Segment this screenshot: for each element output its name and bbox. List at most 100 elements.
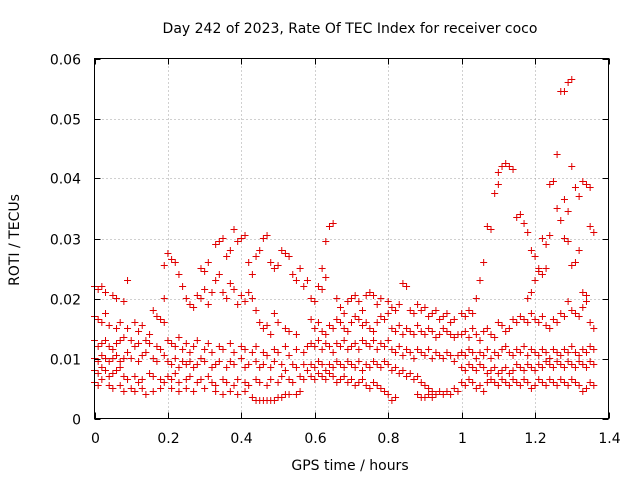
data-point: [351, 292, 359, 299]
data-point: [370, 358, 378, 365]
data-point: [285, 376, 293, 383]
data-point: [505, 325, 513, 332]
data-point: [509, 166, 517, 173]
data-point: [300, 361, 308, 368]
data-point: [568, 361, 576, 368]
data-point: [392, 394, 400, 401]
data-point: [458, 379, 466, 386]
data-point: [487, 376, 495, 383]
data-point: [447, 391, 455, 398]
data-point: [461, 328, 469, 335]
data-point: [348, 295, 355, 302]
data-point: [314, 370, 322, 377]
data-point: [406, 328, 414, 335]
data-point: [223, 295, 231, 302]
data-point: [480, 328, 488, 335]
data-point: [285, 253, 293, 260]
data-point: [204, 301, 212, 308]
data-point: [230, 349, 238, 356]
data-point: [215, 271, 223, 278]
data-point: [384, 391, 392, 398]
data-point: [560, 346, 568, 353]
data-point: [241, 346, 249, 353]
data-point: [579, 346, 587, 353]
data-point: [329, 373, 337, 380]
data-point: [252, 253, 260, 260]
data-point: [579, 304, 587, 311]
data-point: [120, 334, 128, 341]
data-point: [425, 385, 433, 392]
data-point: [292, 364, 300, 371]
data-point: [171, 370, 179, 377]
data-point: [292, 331, 300, 338]
data-point: [362, 361, 370, 368]
data-point: [403, 325, 411, 332]
data-point: [469, 349, 477, 356]
data-point: [131, 373, 139, 380]
data-point: [421, 382, 429, 389]
data-point: [461, 382, 469, 389]
data-point: [314, 283, 322, 290]
x-tick-label: 0: [91, 431, 100, 447]
data-point: [520, 376, 528, 383]
data-point: [322, 376, 330, 383]
data-point: [270, 346, 278, 353]
data-point: [212, 382, 220, 389]
data-point: [248, 349, 256, 356]
data-point: [487, 331, 495, 338]
data-point: [325, 322, 333, 329]
data-point: [230, 361, 238, 368]
data-point: [149, 388, 157, 395]
data-point: [487, 367, 495, 374]
data-point: [436, 352, 444, 359]
data-point: [171, 355, 179, 362]
data-point: [524, 352, 532, 359]
data-point: [476, 361, 484, 368]
data-point: [531, 316, 539, 323]
data-point: [505, 370, 513, 377]
data-point: [98, 376, 106, 383]
data-point: [432, 307, 440, 314]
data-point: [498, 367, 506, 374]
data-point: [388, 304, 396, 311]
data-point: [461, 367, 469, 374]
data-point: [113, 325, 121, 332]
data-point: [318, 346, 326, 353]
data-point: [590, 325, 598, 332]
data-point: [138, 322, 146, 329]
data-point: [98, 364, 106, 371]
data-point: [516, 211, 524, 218]
data-point: [370, 379, 378, 386]
y-axis: 0 0.01 0.02 0.03 0.04 0.05 0.06: [50, 53, 609, 429]
data-point: [267, 364, 275, 371]
data-point: [344, 346, 352, 353]
data-point: [417, 307, 425, 314]
data-point: [483, 346, 491, 353]
data-point: [307, 316, 315, 323]
plot-frame: [94, 58, 609, 419]
data-point: [513, 214, 521, 221]
data-point: [546, 325, 554, 332]
data-point: [259, 325, 267, 332]
data-point: [116, 358, 124, 365]
data-point: [98, 352, 106, 359]
data-point: [586, 358, 594, 365]
data-point: [410, 355, 418, 362]
data-point: [138, 352, 146, 359]
x-axis: 0 0.2 0.4 0.6 0.8 1 1.2 1.4: [91, 58, 621, 447]
data-point: [513, 346, 521, 353]
data-point: [116, 337, 124, 344]
data-point: [109, 355, 117, 362]
data-point: [296, 388, 304, 395]
data-point: [311, 343, 319, 350]
y-tick-label: 0.01: [50, 353, 81, 369]
data-point: [527, 364, 535, 371]
data-point: [278, 361, 286, 368]
data-point: [124, 325, 132, 332]
data-point: [292, 346, 300, 353]
data-point: [325, 370, 333, 377]
data-point: [498, 322, 506, 329]
data-point: [560, 364, 568, 371]
data-point: [300, 376, 308, 383]
data-point: [219, 235, 227, 242]
